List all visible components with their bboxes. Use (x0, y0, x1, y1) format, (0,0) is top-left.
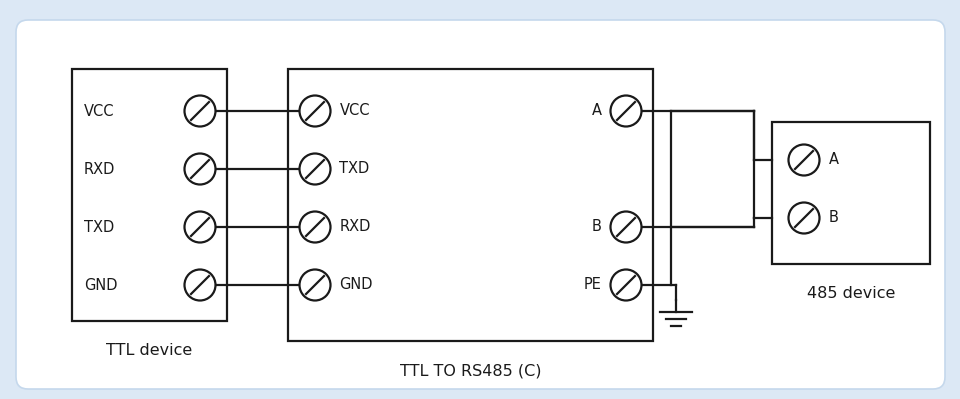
Text: A: A (828, 152, 838, 168)
Circle shape (611, 269, 641, 300)
Text: A: A (591, 103, 602, 119)
Bar (288, 69, 653, 341)
Text: VCC: VCC (340, 103, 370, 119)
Circle shape (611, 95, 641, 126)
Text: VCC: VCC (84, 103, 114, 119)
Bar (72, 69, 227, 321)
Text: TXD: TXD (340, 162, 370, 176)
Text: PE: PE (584, 277, 602, 292)
Circle shape (184, 154, 215, 184)
Bar (772, 122, 930, 264)
Text: 485 device: 485 device (806, 286, 895, 301)
Circle shape (300, 95, 330, 126)
Text: B: B (828, 211, 838, 225)
Text: TXD: TXD (84, 219, 114, 235)
FancyBboxPatch shape (16, 20, 945, 389)
Circle shape (300, 211, 330, 243)
Text: B: B (591, 219, 602, 235)
Circle shape (300, 154, 330, 184)
Circle shape (300, 269, 330, 300)
Text: RXD: RXD (340, 219, 371, 235)
Circle shape (184, 211, 215, 243)
Text: TTL TO RS485 (C): TTL TO RS485 (C) (399, 363, 541, 378)
Circle shape (184, 95, 215, 126)
Text: GND: GND (340, 277, 373, 292)
Circle shape (184, 269, 215, 300)
Circle shape (788, 144, 820, 176)
Text: RXD: RXD (84, 162, 115, 176)
Circle shape (611, 211, 641, 243)
Text: GND: GND (84, 277, 117, 292)
Circle shape (788, 203, 820, 233)
Text: TTL device: TTL device (107, 343, 193, 358)
